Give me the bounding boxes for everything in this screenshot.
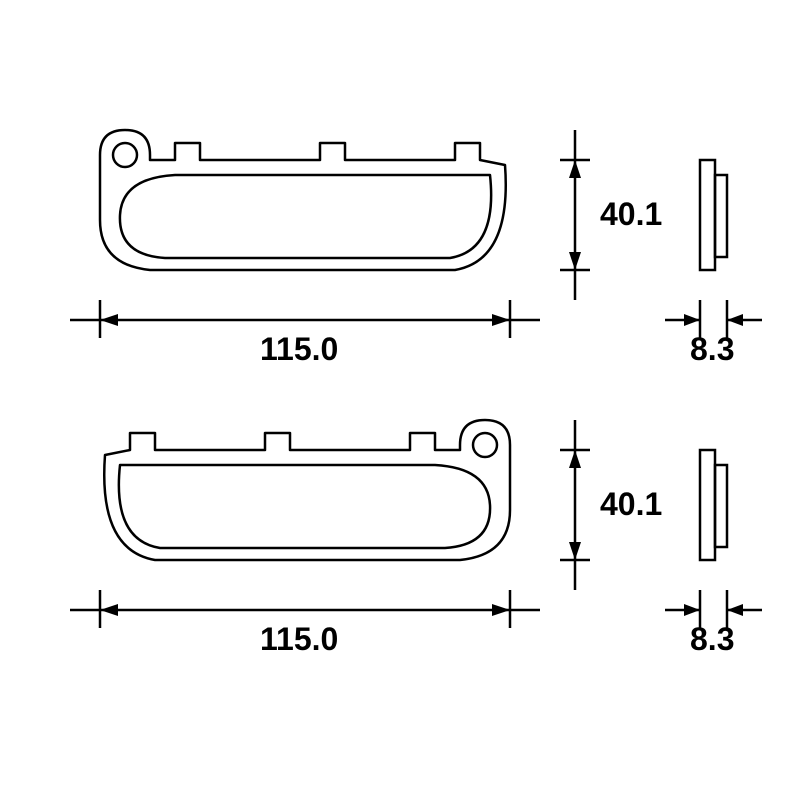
top-pad-backplate (100, 130, 506, 270)
diagram-container: 40.1 115.0 8.3 (0, 0, 800, 800)
top-thickness-label: 8.3 (690, 331, 734, 367)
bottom-thickness-label: 8.3 (690, 621, 734, 657)
bottom-pad-friction (119, 465, 490, 548)
top-height-dim: 40.1 (560, 130, 662, 300)
top-height-label: 40.1 (600, 196, 662, 232)
bottom-pad-group: 40.1 115.0 8.3 (70, 420, 762, 657)
bottom-side-profile (700, 450, 727, 560)
top-thickness-dim: 8.3 (665, 300, 762, 367)
top-pad-group: 40.1 115.0 8.3 (70, 130, 762, 367)
brake-pad-diagram: 40.1 115.0 8.3 (0, 0, 800, 800)
bottom-height-dim: 40.1 (560, 420, 662, 590)
bottom-pad-hole (473, 433, 497, 457)
top-pad-hole (113, 143, 137, 167)
bottom-width-label: 115.0 (260, 621, 338, 657)
top-width-label: 115.0 (260, 331, 338, 367)
top-pad-friction (120, 175, 491, 258)
bottom-height-label: 40.1 (600, 486, 662, 522)
bottom-width-dim: 115.0 (70, 590, 540, 657)
top-width-dim: 115.0 (70, 300, 540, 367)
bottom-thickness-dim: 8.3 (665, 590, 762, 657)
bottom-pad-backplate (104, 420, 510, 560)
top-side-profile (700, 160, 727, 270)
